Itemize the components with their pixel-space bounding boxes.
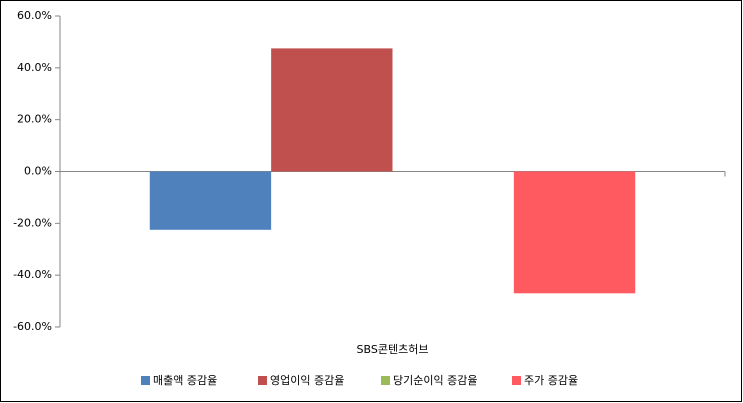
bar xyxy=(513,171,636,294)
legend-swatch xyxy=(512,376,521,385)
y-tick-label: -20.0% xyxy=(13,216,52,229)
x-tick-label: SBS콘텐츠허브 xyxy=(357,343,429,356)
legend-swatch xyxy=(381,376,390,385)
legend-label: 영업이익 증감율 xyxy=(270,374,344,387)
legend-label: 당기순이익 증감율 xyxy=(393,374,477,387)
legend-label: 매출액 증감율 xyxy=(153,374,217,387)
y-tick-label: 0.0% xyxy=(24,165,52,178)
y-tick-label: 20.0% xyxy=(17,113,52,126)
legend-swatch xyxy=(141,376,150,385)
y-tick-label: 40.0% xyxy=(17,61,52,74)
legend-swatch xyxy=(258,376,267,385)
bar xyxy=(271,48,393,172)
legend-label: 주가 증감율 xyxy=(524,374,578,387)
y-tick-label: -40.0% xyxy=(13,268,52,281)
y-tick-label: -60.0% xyxy=(13,320,52,333)
bar xyxy=(149,171,272,230)
y-tick-label: 60.0% xyxy=(17,9,52,22)
